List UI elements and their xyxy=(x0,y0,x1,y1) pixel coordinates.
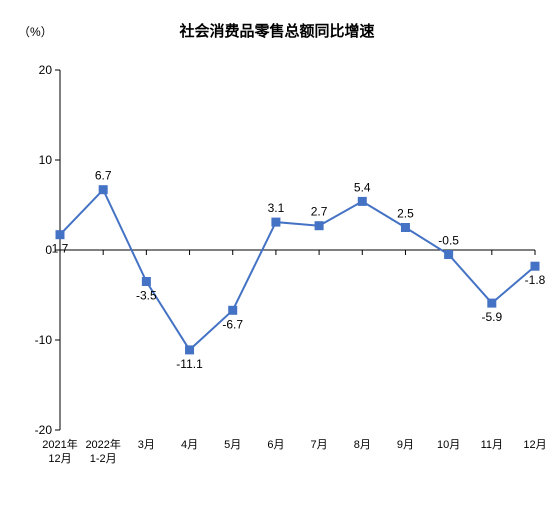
data-label: -5.9 xyxy=(481,310,502,324)
x-tick-label: 3月 xyxy=(138,439,155,451)
chart-svg: 社会消费品零售总额同比增速（%）-20-10010202021年12月2022年… xyxy=(0,0,554,506)
x-tick-label: 5月 xyxy=(224,439,241,451)
data-label: 3.1 xyxy=(268,201,285,215)
data-marker xyxy=(531,262,539,270)
x-tick-label: 12月 xyxy=(523,439,546,451)
data-marker xyxy=(142,278,150,286)
data-marker xyxy=(315,222,323,230)
chart-title: 社会消费品零售总额同比增速 xyxy=(178,22,374,40)
data-label: 2.5 xyxy=(397,207,414,221)
data-label: 6.7 xyxy=(95,169,112,183)
y-tick-label: -10 xyxy=(35,333,53,347)
y-tick-label: 20 xyxy=(39,63,53,77)
x-tick-label: 2022年 xyxy=(85,437,120,451)
data-label: 5.4 xyxy=(354,180,371,194)
data-label: -1.8 xyxy=(525,273,546,287)
data-marker xyxy=(445,251,453,259)
data-marker xyxy=(488,299,496,307)
x-tick-label: 7月 xyxy=(311,439,328,451)
x-tick-label: 10月 xyxy=(437,439,460,451)
y-tick-label: 10 xyxy=(39,153,53,167)
y-axis-unit: （%） xyxy=(18,25,53,39)
data-label: 2.7 xyxy=(311,205,328,219)
y-tick-label: -20 xyxy=(35,423,53,437)
data-marker xyxy=(229,306,237,314)
x-tick-label: 12月 xyxy=(48,453,71,465)
data-label: -0.5 xyxy=(438,234,459,248)
x-tick-label: 8月 xyxy=(354,439,371,451)
data-marker xyxy=(272,218,280,226)
data-label: -6.7 xyxy=(222,317,243,331)
data-label: -11.1 xyxy=(176,357,203,371)
chart-container: 社会消费品零售总额同比增速（%）-20-10010202021年12月2022年… xyxy=(0,0,554,506)
series-line xyxy=(60,190,535,350)
data-marker xyxy=(56,231,64,239)
data-marker xyxy=(186,346,194,354)
x-tick-label: 9月 xyxy=(397,439,414,451)
data-marker xyxy=(401,224,409,232)
x-tick-label: 1-2月 xyxy=(90,453,117,465)
x-tick-label: 4月 xyxy=(181,439,198,451)
data-label: -3.5 xyxy=(136,289,157,303)
data-label: 1.7 xyxy=(52,242,69,256)
data-marker xyxy=(99,186,107,194)
x-tick-label: 11月 xyxy=(481,439,503,451)
x-tick-label: 6月 xyxy=(267,439,284,451)
data-marker xyxy=(358,197,366,205)
x-tick-label: 2021年 xyxy=(42,437,77,451)
